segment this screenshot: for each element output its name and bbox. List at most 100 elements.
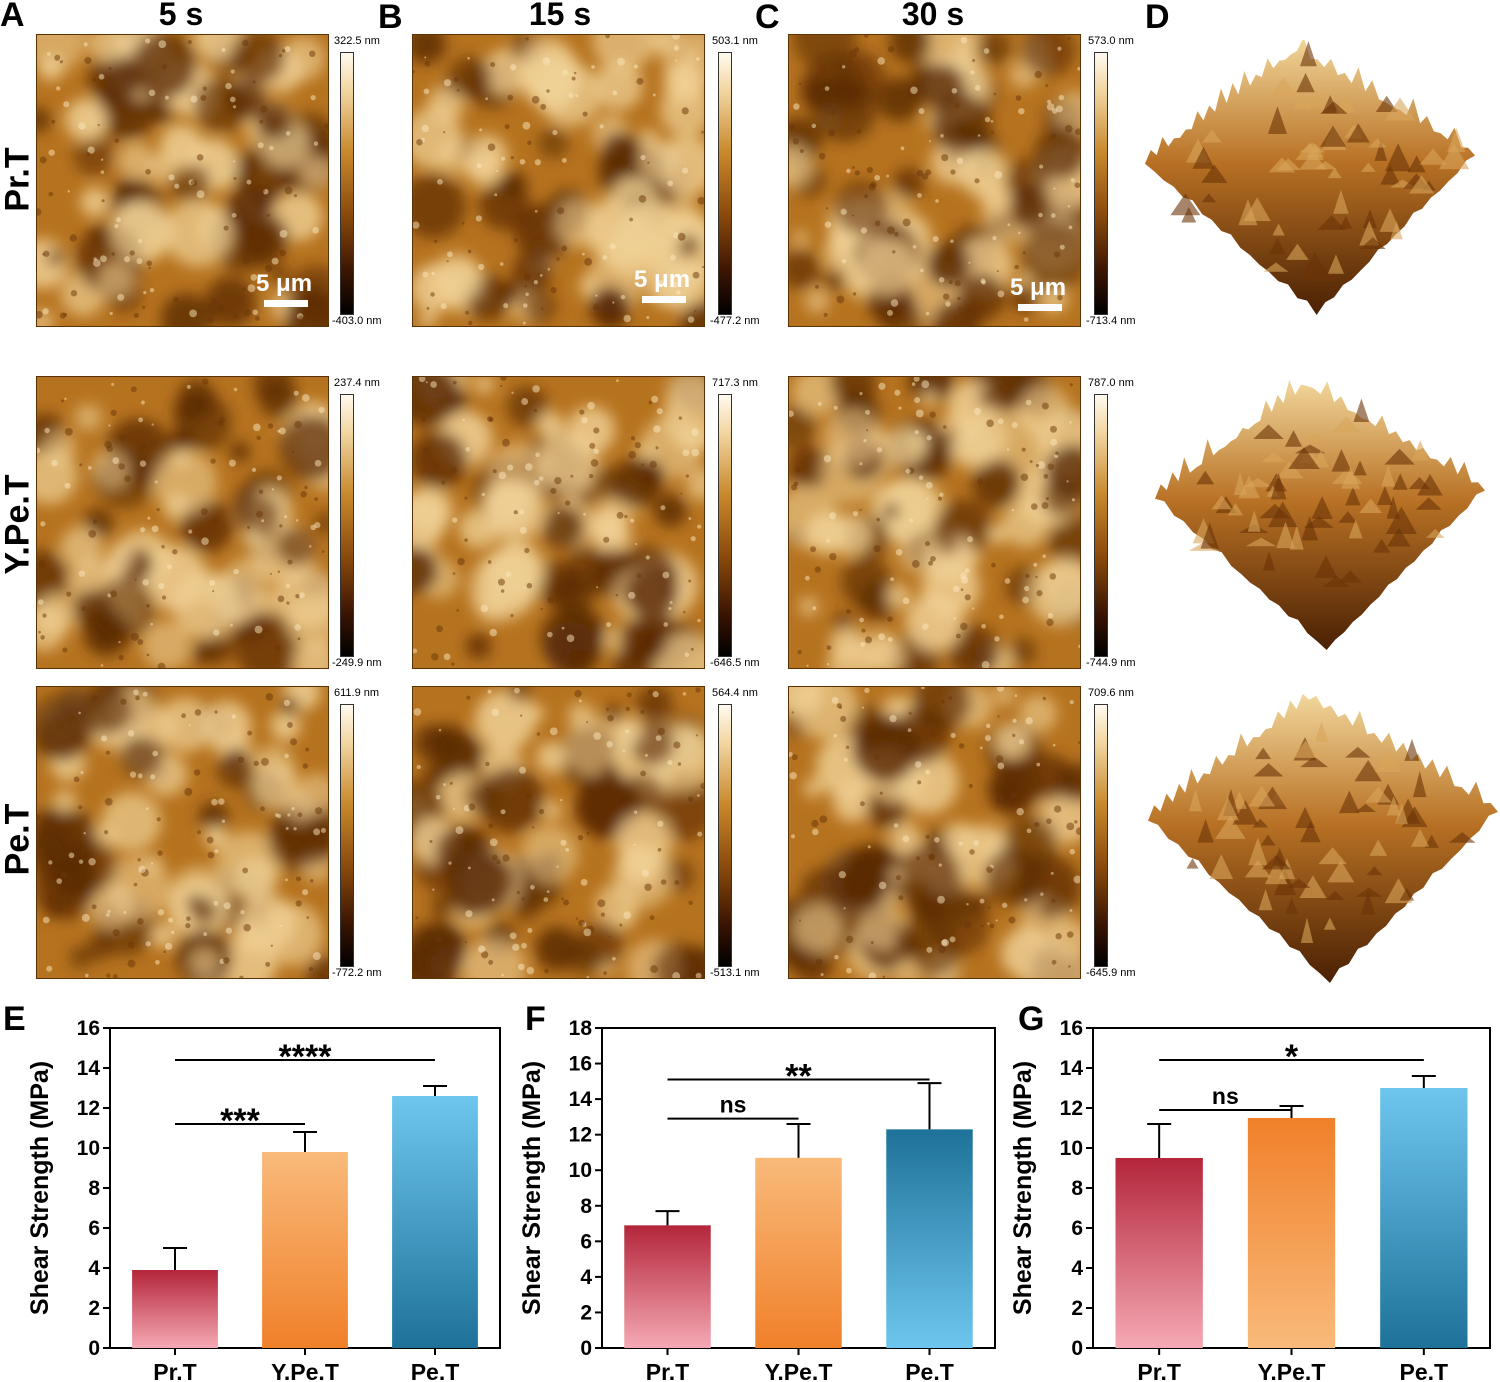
bar-pr-t	[132, 1270, 218, 1348]
y-tick-label: 4	[580, 1266, 592, 1289]
afm-3d-view-1	[1145, 40, 1475, 315]
panel-letter-e: E	[3, 1000, 26, 1038]
x-tick-label: Pe.T	[905, 1359, 954, 1382]
scale-bar	[264, 300, 308, 307]
colorbar-max-label: 322.5 nm	[334, 35, 380, 47]
panel-letter-b: B	[378, 0, 403, 36]
y-tick-label: 16	[1060, 1017, 1083, 1040]
afm-image-r2-c2	[412, 376, 705, 669]
col-header-30s: 30 s	[901, 0, 965, 32]
bar-pe-t	[886, 1129, 973, 1348]
afm-image-r2-c1	[36, 376, 329, 669]
significance-label: ****	[279, 1038, 333, 1076]
y-tick-label: 14	[77, 1057, 101, 1080]
panel-letter-d: D	[1145, 0, 1170, 36]
bar-pe-t	[1380, 1088, 1468, 1348]
afm-3d-view-3	[1148, 693, 1498, 983]
scale-bar	[642, 296, 686, 303]
significance-label: ns	[720, 1092, 747, 1118]
colorbar-min-label: -513.1 nm	[710, 967, 760, 979]
colorbar-r1-c3	[1094, 52, 1108, 315]
colorbar-r2-c2	[718, 394, 732, 657]
row-label-pr-t: Pr.T	[0, 147, 37, 212]
afm-image-r3-c3	[788, 686, 1081, 979]
x-tick-label: Pe.T	[411, 1359, 460, 1382]
x-tick-label: Y.Pe.T	[765, 1359, 833, 1382]
significance-label: ns	[1212, 1083, 1239, 1109]
y-axis-label: Shear Strength (MPa)	[1009, 1061, 1037, 1315]
colorbar-max-label: 611.9 nm	[334, 687, 380, 699]
bar-y-pe-t	[262, 1152, 348, 1348]
y-tick-label: 6	[1071, 1217, 1083, 1240]
colorbar-r3-c2	[718, 704, 732, 967]
colorbar-min-label: -646.5 nm	[710, 657, 760, 669]
y-tick-label: 14	[569, 1088, 593, 1111]
y-axis-label: Shear Strength (MPa)	[26, 1061, 54, 1315]
y-tick-label: 8	[1071, 1177, 1083, 1200]
afm-image-r1-c1	[36, 34, 329, 327]
y-tick-label: 10	[77, 1137, 100, 1160]
y-tick-label: 16	[77, 1017, 100, 1040]
scale-bar-label: 5 μm	[634, 266, 691, 293]
colorbar-min-label: -772.2 nm	[332, 967, 382, 979]
scale-bar-label: 5 μm	[256, 270, 313, 297]
y-tick-label: 18	[569, 1017, 593, 1040]
bar-pe-t	[392, 1096, 478, 1348]
y-tick-label: 2	[580, 1301, 592, 1324]
y-tick-label: 12	[77, 1097, 100, 1120]
panel-letter-g: G	[1018, 1000, 1045, 1038]
bar-pr-t	[624, 1225, 711, 1348]
chart-e: 0 2 4 6 8 10 12 14 16 Shear Strength (MPa) Pr.T Y.P…	[26, 1017, 501, 1382]
x-tick-label: Pe.T	[1400, 1359, 1449, 1382]
y-tick-label: 16	[569, 1053, 592, 1076]
colorbar-max-label: 709.6 nm	[1088, 687, 1134, 699]
afm-image-r3-c2	[412, 686, 705, 979]
bar-y-pe-t	[1247, 1118, 1336, 1348]
col-header-5s: 5 s	[158, 0, 204, 32]
x-tick-label: Y.Pe.T	[1258, 1359, 1326, 1382]
colorbar-r3-c1	[340, 704, 354, 967]
colorbar-r2-c1	[340, 394, 354, 657]
row-label-pe-t: Pe.T	[0, 803, 37, 876]
colorbar-min-label: -403.0 nm	[332, 315, 382, 327]
shear-strength-charts: 0 2 4 6 8 10 12 14 16 Shear Strength (MPa) Pr.T Y.P…	[26, 1017, 1491, 1382]
y-tick-label: 0	[88, 1337, 100, 1360]
panel-letter-c: C	[755, 0, 780, 36]
y-tick-label: 10	[1060, 1137, 1083, 1160]
y-axis-label: Shear Strength (MPa)	[518, 1061, 546, 1315]
colorbar-min-label: -744.9 nm	[1086, 657, 1136, 669]
y-tick-label: 4	[1071, 1257, 1083, 1280]
chart-f: 0 2 4 6 8 10 12 14 16 18 Shear Strength (MPa) Pr.T Y…	[518, 1017, 996, 1382]
y-tick-label: 6	[580, 1230, 592, 1253]
x-tick-label: Y.Pe.T	[271, 1359, 339, 1382]
x-tick-label: Pr.T	[153, 1359, 196, 1382]
bar-y-pe-t	[755, 1157, 842, 1348]
colorbar-min-label: -645.9 nm	[1086, 967, 1136, 979]
x-tick-label: Pr.T	[1137, 1359, 1180, 1382]
panel-letter-f: F	[525, 1000, 546, 1038]
afm-image-r2-c3	[788, 376, 1081, 669]
colorbar-min-label: -249.9 nm	[332, 657, 382, 669]
colorbar-max-label: 787.0 nm	[1088, 377, 1134, 389]
scale-bar-label: 5 μm	[1010, 274, 1067, 301]
colorbar-min-label: -713.4 nm	[1086, 315, 1136, 327]
y-tick-label: 6	[88, 1217, 100, 1240]
y-tick-label: 2	[1071, 1297, 1083, 1320]
scale-bar	[1018, 304, 1062, 311]
y-tick-label: 0	[1071, 1337, 1083, 1360]
significance-label: ***	[220, 1102, 260, 1140]
y-tick-label: 4	[88, 1257, 100, 1280]
afm-image-r1-c2	[412, 34, 705, 327]
colorbar-max-label: 573.0 nm	[1088, 35, 1134, 47]
y-tick-label: 10	[569, 1159, 592, 1182]
y-tick-label: 0	[580, 1337, 592, 1360]
col-header-15s: 15 s	[528, 0, 592, 32]
y-tick-label: 8	[580, 1195, 592, 1218]
afm-3d-view-2	[1155, 379, 1485, 650]
panel-letter-a: A	[0, 0, 25, 34]
colorbar-r1-c1	[340, 52, 354, 315]
y-tick-label: 2	[88, 1297, 100, 1320]
y-tick-label: 8	[88, 1177, 100, 1200]
x-tick-label: Pr.T	[646, 1359, 689, 1382]
colorbar-r1-c2	[718, 52, 732, 315]
